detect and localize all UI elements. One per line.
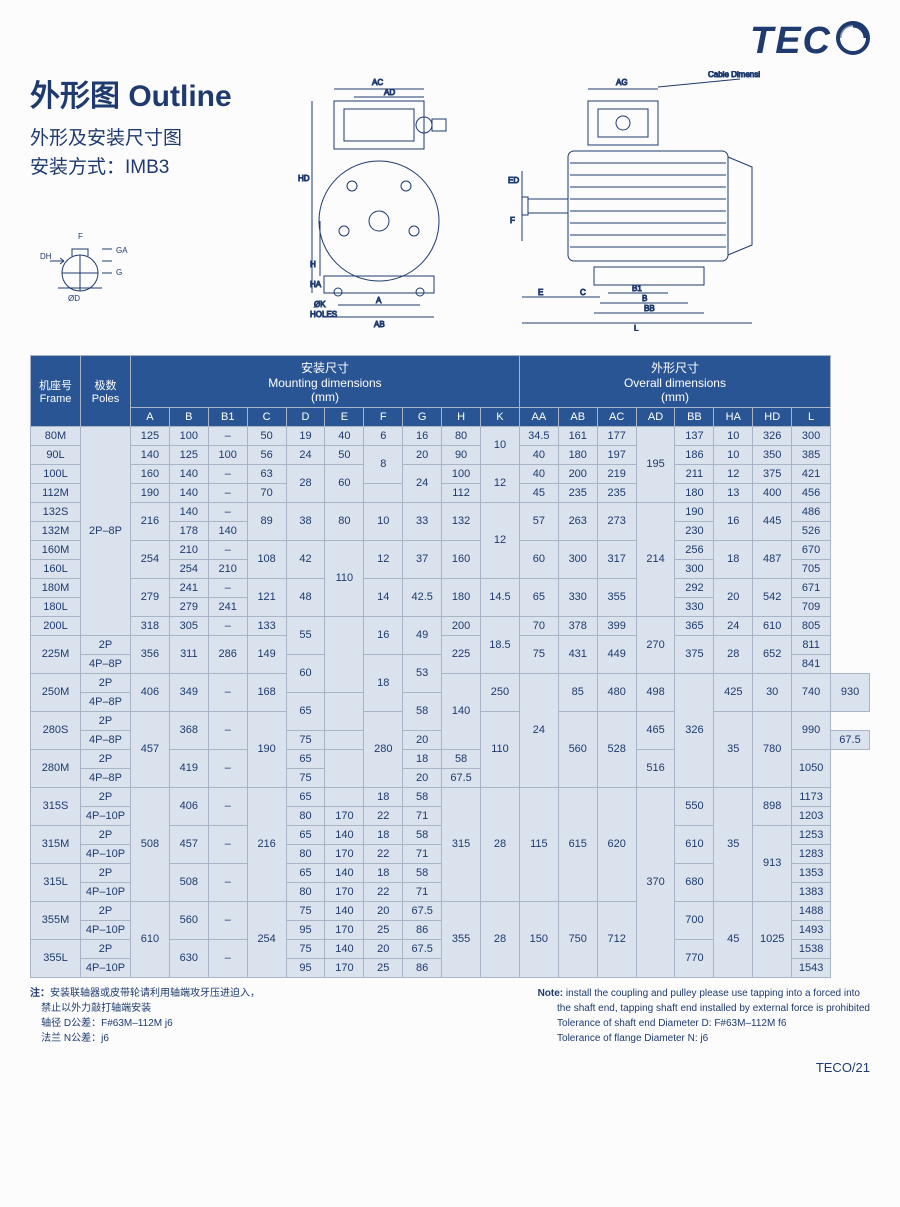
svg-text:DH: DH	[40, 252, 52, 261]
table-row: 200L 318305–133 55 1649 200 18.5 7037839…	[31, 616, 870, 635]
page-number: TECO/21	[30, 1060, 870, 1075]
th-overall: 外形尺寸 Overall dimensions (mm)	[519, 355, 830, 407]
subtitle-1: 外形及安装尺寸图	[30, 123, 250, 150]
brand-logo: TEC	[30, 20, 870, 65]
table-row: 112M 190140–70 112 45235235 18013400456	[31, 483, 870, 502]
table-row: 180M 279 241– 12148 1442.5180 14.5 65330…	[31, 578, 870, 597]
svg-text:ØD: ØD	[68, 294, 80, 303]
svg-text:AB: AB	[374, 320, 385, 329]
table-row: 225M 2P 356311286149 225 75431449 375286…	[31, 635, 870, 654]
svg-text:C: C	[580, 288, 586, 297]
svg-text:A: A	[376, 296, 382, 305]
svg-text:ED: ED	[508, 176, 519, 185]
svg-text:GA: GA	[116, 246, 128, 255]
svg-text:H: H	[310, 260, 316, 269]
diagram-side: AG Cable Dimensi ED F E C B1 B BB L	[508, 71, 788, 331]
footnotes: 注：安装联轴器或皮带轮请利用轴端攻牙压进迫入， 禁止以外力敲打轴端安装 轴径 D…	[30, 986, 870, 1046]
diagram-front: AC AD HD H HA ØK HOLES A AB	[274, 71, 484, 331]
svg-text:HA: HA	[310, 280, 322, 289]
svg-text:BB: BB	[644, 304, 655, 313]
table-row: 355M 2P 610 560– 254 75140 2067.5 355 28…	[31, 901, 870, 920]
subtitle-2: 安装方式：IMB3	[30, 152, 250, 179]
page-title: 外形图 Outline	[30, 71, 250, 115]
svg-text:AD: AD	[384, 88, 395, 97]
dimensions-table: 机座号 Frame 极数 Poles 安装尺寸 Mounting dimensi…	[30, 355, 870, 978]
svg-text:F: F	[78, 232, 83, 241]
svg-text:B: B	[642, 294, 647, 303]
svg-text:AG: AG	[616, 78, 628, 87]
th-mount: 安装尺寸 Mounting dimensions (mm)	[131, 355, 520, 407]
table-row: 160M 254 210– 10842 110 1237160 60300317…	[31, 540, 870, 559]
table-row: 250M 2P 406349–168 140 250 24 85480498 3…	[31, 673, 870, 692]
diagram-shaft: DH F G GA ØD	[30, 225, 250, 305]
svg-text:HOLES: HOLES	[310, 310, 337, 319]
svg-text:AC: AC	[372, 78, 383, 87]
svg-text:L: L	[634, 324, 639, 331]
svg-text:Cable Dimensi: Cable Dimensi	[708, 71, 760, 79]
svg-text:F: F	[510, 216, 515, 225]
svg-text:G: G	[116, 268, 122, 277]
svg-text:B1: B1	[632, 284, 642, 293]
table-row: 80M 2P–8P 125100–50 1940616 8010 34.5161…	[31, 426, 870, 445]
table-row: 132S 216 140– 893880 1033132 12 57263273…	[31, 502, 870, 521]
svg-text:HD: HD	[298, 174, 310, 183]
th-poles: 极数 Poles	[81, 355, 131, 426]
table-row: 90L 14012510056 2450 8 2090 40180197 186…	[31, 445, 870, 464]
th-frame: 机座号 Frame	[31, 355, 81, 426]
table-row: 100L 160140–63 2860 24100 12 40200219 21…	[31, 464, 870, 483]
table-row: 315S 2P 508 406– 216 65 1858 315 28 1156…	[31, 787, 870, 806]
svg-text:E: E	[538, 288, 543, 297]
svg-text:ØK: ØK	[314, 300, 326, 309]
